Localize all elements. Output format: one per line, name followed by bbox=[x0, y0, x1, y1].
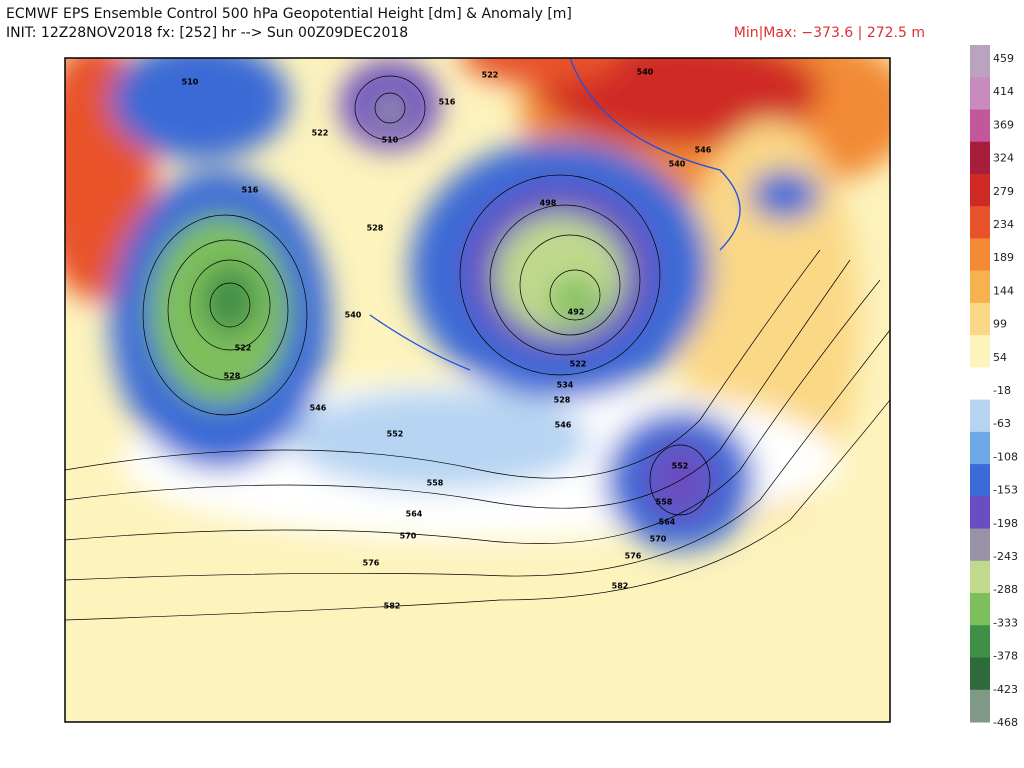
contour-label: 570 bbox=[400, 532, 417, 541]
colorbar-swatch bbox=[970, 657, 990, 691]
colorbar-swatch bbox=[970, 367, 990, 401]
contour-label: 540 bbox=[669, 160, 686, 169]
colorbar-swatch bbox=[970, 270, 990, 304]
colorbar-label: 324 bbox=[993, 152, 1014, 165]
contour-label: 540 bbox=[637, 68, 654, 77]
colorbar-label: -108 bbox=[993, 450, 1018, 463]
colorbar-swatch bbox=[970, 464, 990, 497]
contour-label: 510 bbox=[382, 136, 399, 145]
colorbar-swatch bbox=[970, 689, 990, 723]
contour-label: 582 bbox=[384, 602, 401, 611]
colorbar-label: -153 bbox=[993, 484, 1018, 497]
colorbar-swatch bbox=[970, 45, 990, 78]
colorbar-label: -243 bbox=[993, 550, 1018, 563]
colorbar-label: 54 bbox=[993, 351, 1007, 364]
contour-label: 516 bbox=[242, 186, 259, 195]
contour-label: 564 bbox=[406, 510, 423, 519]
colorbar-label: -378 bbox=[993, 650, 1018, 663]
colorbar-label: 369 bbox=[993, 118, 1014, 131]
contour-label: 522 bbox=[482, 71, 499, 80]
colorbar-label: 189 bbox=[993, 251, 1014, 264]
contour-label: 576 bbox=[363, 559, 380, 568]
colorbar-swatch bbox=[970, 431, 990, 465]
contour-label: 552 bbox=[387, 430, 404, 439]
colorbar-swatch bbox=[970, 560, 990, 594]
colorbar-swatch bbox=[970, 77, 990, 110]
contour-label: 564 bbox=[659, 518, 676, 527]
colorbar-label: 99 bbox=[993, 318, 1007, 331]
colorbar-label: 459 bbox=[993, 52, 1014, 65]
contour-label: 510 bbox=[182, 78, 199, 87]
colorbar-label: -468 bbox=[993, 716, 1018, 729]
colorbar-label: -423 bbox=[993, 683, 1018, 696]
contour-label: 546 bbox=[695, 146, 712, 155]
contour-label: 558 bbox=[656, 498, 673, 507]
contour-label: 528 bbox=[224, 372, 241, 381]
contour-label: 558 bbox=[427, 479, 444, 488]
contour-label: 582 bbox=[612, 582, 629, 591]
colorbar-label: 414 bbox=[993, 85, 1014, 98]
colorbar-label: 279 bbox=[993, 185, 1014, 198]
colorbar-label: -288 bbox=[993, 583, 1018, 596]
map: 510 510 516 522 522 516 528 540 522 528 546 552 558 5… bbox=[65, 58, 890, 722]
min-max: Min|Max: −373.6 | 272.5 m bbox=[734, 25, 925, 41]
colorbar-label: -198 bbox=[993, 517, 1018, 530]
colorbar-label: -333 bbox=[993, 616, 1018, 629]
contour-label: 498 bbox=[540, 199, 557, 208]
contour-label: 534 bbox=[557, 381, 574, 390]
colorbar-label: -18 bbox=[993, 384, 1011, 397]
colorbar-swatch bbox=[970, 496, 990, 530]
colorbar-swatch bbox=[970, 141, 990, 175]
colorbar-swatch bbox=[970, 238, 990, 272]
contour-label: 528 bbox=[367, 224, 384, 233]
colorbar-swatch bbox=[970, 302, 990, 336]
contour-label: 546 bbox=[555, 421, 572, 430]
contour-label: 492 bbox=[568, 308, 585, 317]
contour-label: 552 bbox=[672, 462, 689, 471]
colorbar-swatch bbox=[970, 593, 990, 626]
colorbar-swatch bbox=[970, 528, 990, 562]
colorbar-label: -63 bbox=[993, 417, 1011, 430]
contour-label: 540 bbox=[345, 311, 362, 320]
colorbar-swatch bbox=[970, 335, 990, 368]
map-frame bbox=[64, 57, 891, 723]
contour-label: 516 bbox=[439, 98, 456, 107]
init-line: INIT: 12Z28NOV2018 fx: [252] hr --> Sun … bbox=[6, 25, 408, 41]
contour-label: 576 bbox=[625, 552, 642, 561]
colorbar-swatch bbox=[970, 109, 990, 143]
contour-label: 528 bbox=[554, 396, 571, 405]
contour-label: 522 bbox=[312, 129, 329, 138]
contour-label: 522 bbox=[235, 344, 252, 353]
colorbar-label: 144 bbox=[993, 284, 1014, 297]
colorbar-swatch bbox=[970, 173, 990, 207]
colorbar-label: 234 bbox=[993, 218, 1014, 231]
contour-label: 522 bbox=[570, 360, 587, 369]
colorbar-swatch bbox=[970, 206, 990, 239]
contour-label: 546 bbox=[310, 404, 327, 413]
colorbar-swatch bbox=[970, 625, 990, 659]
contour-label: 570 bbox=[650, 535, 667, 544]
colorbar-swatch bbox=[970, 399, 990, 433]
title: ECMWF EPS Ensemble Control 500 hPa Geopo… bbox=[6, 6, 572, 22]
